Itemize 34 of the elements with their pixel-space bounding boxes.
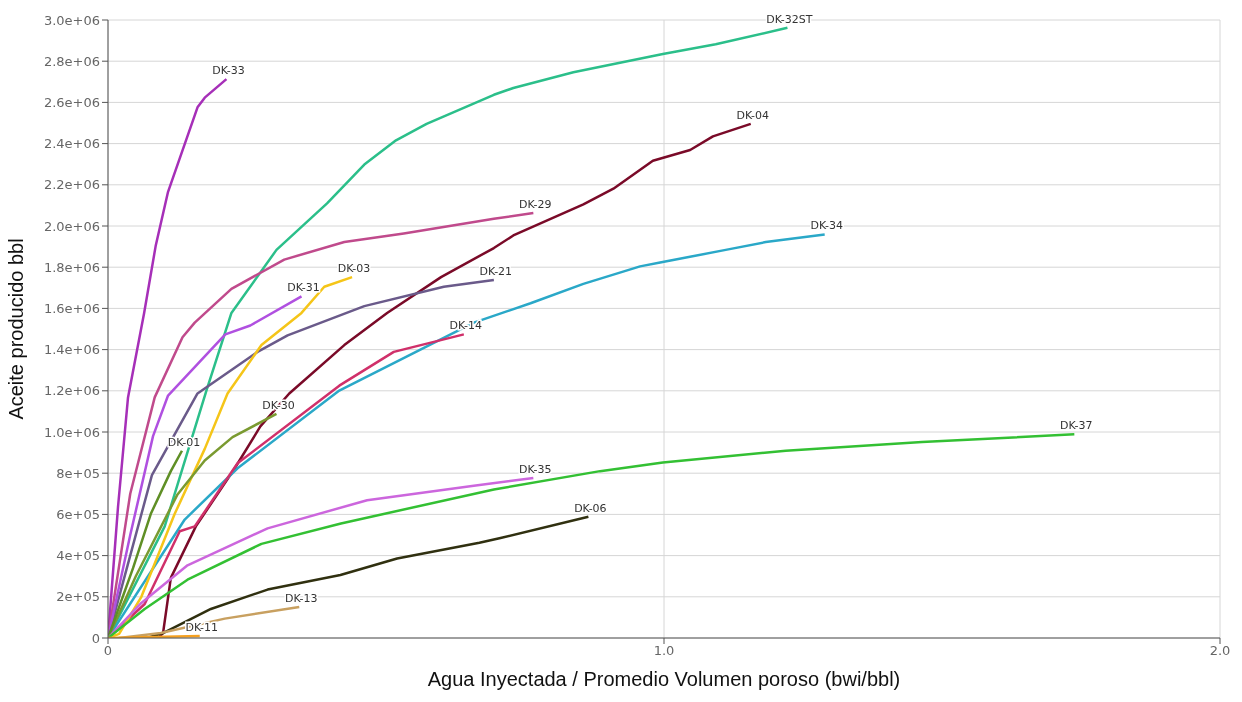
x-tick-label: 2.0 xyxy=(1209,643,1231,659)
y-tick-label: 1.4e+06 xyxy=(43,342,100,358)
x-axis-title: Agua Inyectada / Promedio Volumen poroso (bwi/bbl) xyxy=(427,668,901,690)
y-tick-label: 3.0e+06 xyxy=(43,12,100,28)
y-tick-label: 8e+05 xyxy=(56,465,100,481)
series-label: DK-06 xyxy=(574,501,607,515)
series-label: DK-34 xyxy=(810,219,843,233)
y-axis-title: Aceite producido bbl xyxy=(5,238,28,420)
y-tick-label: 1.6e+06 xyxy=(43,301,100,317)
series-label: DK-33 xyxy=(212,64,245,78)
series-label: DK-13 xyxy=(285,591,318,605)
y-tick-label: 2.4e+06 xyxy=(43,136,100,152)
y-tick-label: 2.2e+06 xyxy=(43,177,100,193)
series-label: DK-21 xyxy=(479,264,513,278)
series-label: DK-04 xyxy=(736,108,769,122)
x-tick-label: 1.0 xyxy=(653,643,675,659)
y-tick-label: 4e+05 xyxy=(56,548,100,564)
y-tick-label: 2e+05 xyxy=(56,589,100,605)
series-label: DK-11 xyxy=(185,620,218,634)
x-tick-label: 0 xyxy=(103,643,113,659)
y-tick-label: 1.2e+06 xyxy=(43,383,100,399)
series-label: DK-29 xyxy=(519,198,552,212)
y-tick-label: 6e+05 xyxy=(56,507,100,523)
series-label: DK-32ST xyxy=(766,12,813,26)
series-label: DK-35 xyxy=(519,462,552,476)
y-tick-label: 0 xyxy=(91,630,100,646)
y-tick-label: 2.6e+06 xyxy=(43,95,100,111)
y-tick-label: 1.8e+06 xyxy=(43,259,100,275)
series-label: DK-31 xyxy=(287,281,320,295)
series-label: DK-37 xyxy=(1060,419,1093,433)
y-tick-label: 2.0e+06 xyxy=(43,218,100,234)
y-tick-label: 2.8e+06 xyxy=(43,53,100,69)
y-tick-label: 1.0e+06 xyxy=(43,424,100,440)
series-label: DK-03 xyxy=(337,262,371,276)
